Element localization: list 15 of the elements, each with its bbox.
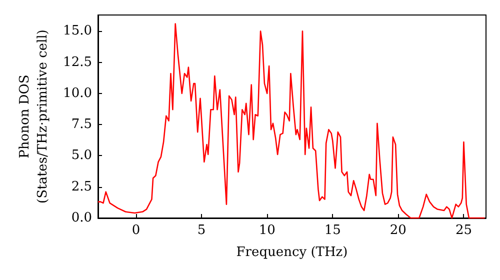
y-tick-label: 7.5 — [71, 117, 92, 132]
x-tick-label: 15 — [324, 223, 341, 238]
x-tick-label: 20 — [390, 223, 406, 238]
y-tick-label: 0.0 — [71, 210, 92, 226]
x-tick-label: 5 — [197, 223, 206, 238]
y-tick-label: 2.5 — [71, 179, 92, 194]
y-tick-label: 10.0 — [63, 86, 92, 101]
x-axis-title: Frequency (THz) — [236, 245, 348, 260]
y-tick-label: 5.0 — [71, 148, 92, 164]
x-tick-label: 25 — [455, 223, 472, 238]
y-tick-label: 12.5 — [63, 54, 92, 70]
y-axis-title: Phonon DOS (States/THz·primitive cell) — [18, 29, 50, 204]
y-tick-label: 15.0 — [63, 24, 92, 39]
x-tick-label: 0 — [132, 223, 140, 238]
x-tick-label: 10 — [258, 223, 276, 238]
